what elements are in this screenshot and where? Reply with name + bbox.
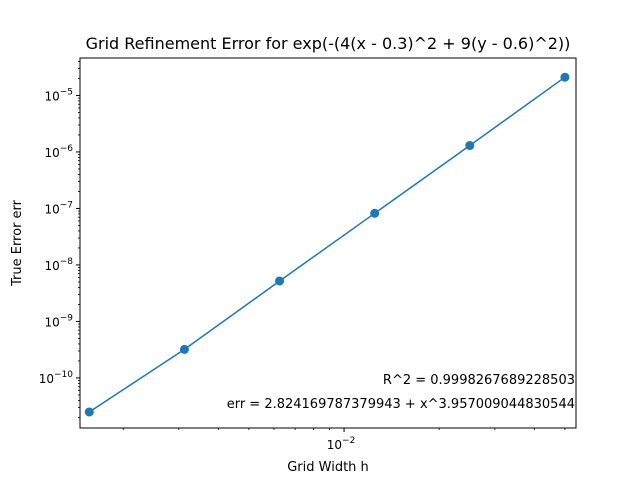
y-axis-label: True Error err [10, 199, 25, 287]
y-tick-label: 10−10 [39, 370, 74, 386]
plot-frame [79, 57, 577, 429]
y-tick-label: 10−6 [44, 144, 73, 160]
series-line [88, 76, 566, 413]
x-axis-label: Grid Width h [287, 460, 369, 475]
data-point [84, 407, 94, 417]
major-ticks: 10−2 10−10 10−9 10−8 10−7 10−6 10−5 [39, 87, 356, 452]
y-tick-label: 10−8 [44, 257, 73, 273]
data-point [370, 208, 380, 218]
data-points [84, 72, 570, 417]
y-tick-label: 10−5 [44, 87, 73, 103]
fit-equation-annotation: err = 2.824169787379943 + x^3.9570090448… [227, 397, 575, 412]
r-squared-annotation: R^2 = 0.9998267689228503 [383, 373, 575, 388]
data-point [275, 276, 285, 286]
y-tick-label: 10−9 [44, 313, 73, 329]
chart-title: Grid Refinement Error for exp(-(4(x - 0.… [86, 34, 571, 53]
minor-ticks [78, 61, 566, 430]
x-tick-label: 10−2 [327, 436, 356, 452]
data-point [560, 72, 570, 82]
y-tick-label: 10−7 [44, 200, 73, 216]
data-point [179, 344, 189, 354]
data-point [465, 141, 475, 151]
